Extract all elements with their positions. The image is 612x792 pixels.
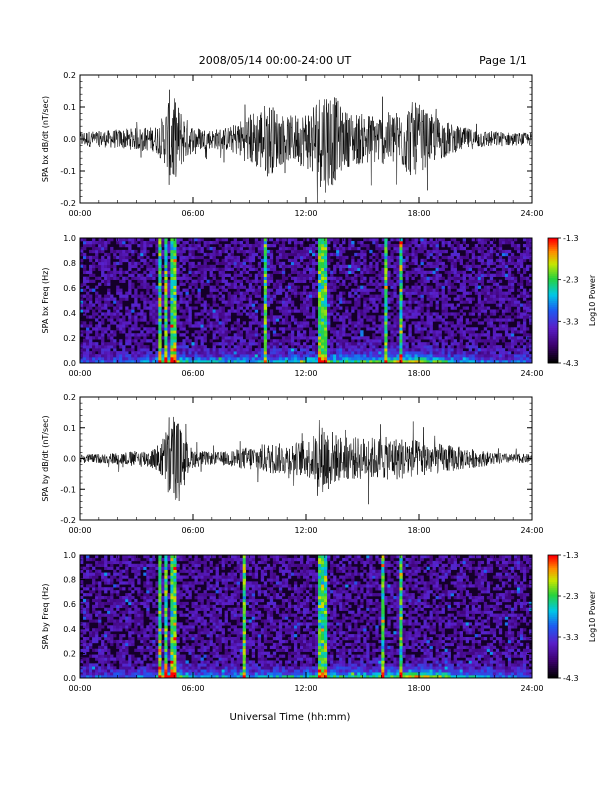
- x-tick-label: 18:00: [407, 369, 430, 378]
- y-tick-label: 1.0: [63, 234, 76, 243]
- y-tick-label: 0.2: [63, 334, 76, 343]
- x-tick-label: 06:00: [181, 526, 204, 535]
- x-tick-label: 24:00: [520, 526, 543, 535]
- colorbar: -1.3 -2.3 -3.3 -4.3 Log10 Power: [547, 234, 597, 368]
- colorbar: -1.3 -2.3 -3.3 -4.3 Log10 Power: [547, 551, 597, 683]
- y-tick-label: -0.1: [60, 485, 76, 494]
- y-tick-label: 0.2: [63, 393, 76, 402]
- series-line: [79, 416, 533, 505]
- series-line: [79, 89, 533, 204]
- y-tick-label: 0.4: [63, 309, 76, 318]
- colorbar-tick-label: -2.3: [563, 276, 579, 285]
- x-tick-label: 18:00: [407, 684, 430, 693]
- x-tick-label: 12:00: [294, 369, 317, 378]
- colorbar-tick-label: -1.3: [563, 234, 579, 243]
- y-tick-label: -0.1: [60, 167, 76, 176]
- bx-dbdt-panel: -0.2 -0.1 0.0 0.1 0.2 00:00 06:00 12:00 18:00 24:…: [41, 71, 544, 218]
- spectrogram-ylabel: SPA bx Freq (Hz): [41, 268, 50, 334]
- spectrogram-ylabel: SPA by Freq (Hz): [41, 584, 50, 650]
- figure-title: 2008/05/14 00:00-24:00 UT: [199, 54, 352, 67]
- y-tick-label: 0.0: [63, 359, 76, 368]
- x-tick-label: 00:00: [68, 684, 91, 693]
- dbdt-ylabel: SPA by dB/dt (nT/sec): [41, 415, 50, 501]
- colorbar-tick-label: -1.3: [563, 551, 579, 560]
- x-axis-label: Universal Time (hh:mm): [230, 712, 351, 723]
- page-indicator: Page 1/1: [479, 54, 527, 67]
- x-tick-label: 06:00: [181, 369, 204, 378]
- x-tick-label: 12:00: [294, 209, 317, 218]
- y-tick-label: 1.0: [63, 551, 76, 560]
- y-tick-label: 0.4: [63, 625, 76, 634]
- spectrogram-cells: [80, 555, 533, 679]
- colorbar-tick-label: -3.3: [563, 633, 579, 642]
- x-tick-label: 18:00: [407, 526, 430, 535]
- colorbar-tick-label: -4.3: [563, 359, 579, 368]
- bx-spectrogram-panel: 0.0 0.2 0.4 0.6 0.8 1.0 00:00 06:00 12:00 18:00 24…: [41, 234, 597, 378]
- x-tick-label: 00:00: [68, 209, 91, 218]
- y-tick-label: 0.0: [63, 455, 76, 464]
- spectrogram-cells: [80, 238, 533, 364]
- y-tick-label: 0.6: [63, 284, 76, 293]
- by-spectrogram-panel: 0.0 0.2 0.4 0.6 0.8 1.0 00:00 06:00 12:00 18:00 24…: [41, 551, 597, 693]
- by-dbdt-panel: -0.2 -0.1 0.0 0.1 0.2 00:00 06:00 12:00 18:00 24:…: [41, 393, 544, 535]
- x-tick-label: 24:00: [520, 684, 543, 693]
- y-tick-label: 0.0: [63, 674, 76, 683]
- x-tick-label: 24:00: [520, 369, 543, 378]
- colorbar-tick-label: -3.3: [563, 317, 579, 326]
- y-tick-label: 0.1: [63, 424, 76, 433]
- y-tick-label: 0.2: [63, 71, 76, 80]
- y-tick-label: 0.2: [63, 649, 76, 658]
- x-tick-label: 06:00: [181, 684, 204, 693]
- x-tick-label: 12:00: [294, 526, 317, 535]
- colorbar-label: Log10 Power: [588, 590, 597, 642]
- colorbar-label: Log10 Power: [588, 274, 597, 326]
- y-tick-label: -0.2: [60, 199, 76, 208]
- y-tick-label: 0.8: [63, 259, 76, 268]
- x-tick-label: 06:00: [181, 209, 204, 218]
- y-tick-label: 0.8: [63, 576, 76, 585]
- x-tick-label: 24:00: [520, 209, 543, 218]
- dbdt-ylabel: SPA bx dB/dt (nT/sec): [41, 96, 50, 182]
- y-tick-label: 0.6: [63, 600, 76, 609]
- x-tick-label: 12:00: [294, 684, 317, 693]
- x-tick-label: 18:00: [407, 209, 430, 218]
- y-tick-label: 0.0: [63, 135, 76, 144]
- y-tick-label: 0.1: [63, 103, 76, 112]
- x-tick-label: 00:00: [68, 526, 91, 535]
- x-tick-label: 00:00: [68, 369, 91, 378]
- colorbar-tick-label: -2.3: [563, 592, 579, 601]
- y-tick-label: -0.2: [60, 516, 76, 525]
- colorbar-tick-label: -4.3: [563, 674, 579, 683]
